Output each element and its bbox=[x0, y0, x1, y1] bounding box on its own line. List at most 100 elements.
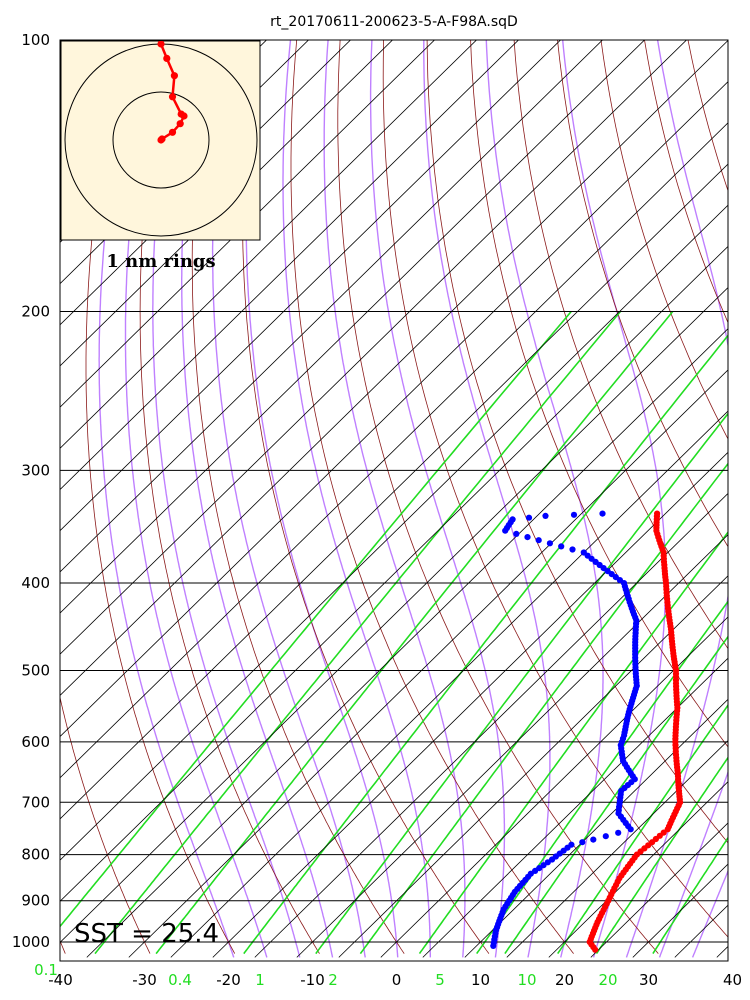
dewpoint-point bbox=[568, 841, 575, 848]
moist-adiabat bbox=[98, 40, 235, 958]
moist-adiabat bbox=[485, 40, 604, 958]
pressure-tick-label: 900 bbox=[21, 892, 50, 910]
dry-adiabat bbox=[557, 40, 728, 548]
moist-adiabat bbox=[658, 770, 728, 958]
isotherm bbox=[60, 163, 728, 820]
pressure-tick-label: 600 bbox=[21, 733, 50, 751]
dewpoint-point bbox=[570, 511, 578, 518]
hodograph-point bbox=[157, 136, 165, 144]
isotherm bbox=[60, 287, 728, 944]
mixing-ratio-line bbox=[652, 836, 728, 955]
isotherm bbox=[548, 781, 728, 958]
temperature-tick-label: -10 bbox=[300, 971, 325, 989]
moist-adiabat bbox=[245, 40, 399, 958]
hodograph-inner-ring bbox=[112, 91, 210, 189]
mixing-ratio-line bbox=[155, 310, 674, 955]
temperature-tick-label: 30 bbox=[639, 971, 658, 989]
isotherm bbox=[296, 534, 728, 958]
mixing-ratio-tick-label: 20 bbox=[598, 971, 617, 989]
isotherm bbox=[170, 410, 728, 958]
dry-adiabat bbox=[337, 40, 659, 954]
dry-adiabat bbox=[242, 40, 490, 954]
mixing-ratio-line bbox=[243, 334, 728, 955]
isotherm bbox=[60, 245, 728, 902]
temperature-tick-label: -40 bbox=[48, 971, 73, 989]
mixing-ratio-tick-label: 1 bbox=[255, 971, 265, 989]
isotherm bbox=[60, 40, 478, 449]
isotherm bbox=[60, 40, 520, 491]
dry-adiabat bbox=[290, 40, 574, 954]
hodograph-point bbox=[170, 72, 178, 80]
dry-adiabat bbox=[0, 0, 6, 954]
sst-label: SST = 25.4 bbox=[74, 919, 219, 949]
dewpoint-point bbox=[525, 514, 533, 521]
dewpoint-point bbox=[535, 537, 542, 544]
chart-title: rt_20170611-200623-5-A-F98A.sqD bbox=[270, 14, 518, 30]
dewpoint-point bbox=[509, 516, 516, 523]
mixing-ratio-line bbox=[418, 530, 728, 955]
dry-adiabat bbox=[687, 40, 728, 192]
pressure-tick-label: 700 bbox=[21, 793, 50, 811]
mixing-ratio-line bbox=[60, 310, 572, 928]
mixing-ratio-tick-label: 0.1 bbox=[34, 961, 58, 979]
isotherm bbox=[716, 945, 728, 958]
plot-frame bbox=[59, 39, 729, 962]
hodograph-point bbox=[168, 93, 177, 101]
dewpoint-point bbox=[615, 829, 622, 836]
mixing-ratio-line bbox=[595, 756, 728, 955]
mixing-ratio-line bbox=[476, 600, 728, 955]
moist-adiabat bbox=[211, 40, 366, 958]
moist-adiabat bbox=[423, 40, 551, 958]
moist-adiabat bbox=[369, 40, 506, 958]
pressure-tick-label: 800 bbox=[21, 846, 50, 864]
temperature-tick-label: 40 bbox=[723, 971, 742, 989]
temperature-tick-label: 0 bbox=[392, 971, 402, 989]
temperature-tick-label: 20 bbox=[555, 971, 574, 989]
isotherm bbox=[60, 40, 688, 655]
mixing-ratio-tick-label: 5 bbox=[435, 971, 445, 989]
isotherm bbox=[380, 616, 728, 958]
sounding-profiles bbox=[490, 510, 684, 953]
temperature-tick-label: -30 bbox=[132, 971, 157, 989]
mixing-ratio-line bbox=[504, 635, 728, 955]
isotherm bbox=[212, 451, 728, 958]
hodograph-inset bbox=[60, 40, 261, 241]
dewpoint-point bbox=[602, 833, 609, 840]
mixing-ratio-line bbox=[315, 412, 728, 955]
mixing-ratio-line bbox=[94, 310, 622, 955]
moist-adiabat bbox=[323, 40, 466, 958]
mixing-ratio-tick-label: 10 bbox=[517, 971, 536, 989]
moist-adiabat bbox=[124, 40, 268, 958]
dewpoint-point bbox=[580, 549, 587, 556]
pressure-tick-label: 300 bbox=[21, 461, 50, 479]
mixing-ratio-line bbox=[359, 462, 728, 955]
mixing-ratio-line bbox=[557, 703, 728, 955]
isotherm bbox=[86, 328, 728, 958]
dry-adiabat bbox=[426, 40, 728, 844]
hodograph-point bbox=[176, 120, 184, 128]
isotherm bbox=[338, 575, 728, 958]
isotherm bbox=[60, 122, 728, 779]
hodograph-rings-label: 1 nm rings bbox=[106, 251, 215, 272]
isotherm bbox=[464, 698, 728, 958]
isotherm bbox=[60, 40, 562, 532]
moist-adiabat bbox=[625, 40, 728, 958]
isotherm bbox=[60, 40, 728, 696]
moist-adiabat bbox=[152, 40, 301, 958]
hodograph-point bbox=[180, 112, 188, 120]
pressure-tick-label: 400 bbox=[21, 574, 50, 592]
isotherm bbox=[60, 40, 646, 614]
temperature-tick-label: -20 bbox=[216, 971, 241, 989]
isotherm bbox=[0, 20, 35, 958]
isotherm bbox=[128, 369, 728, 958]
dry-adiabat bbox=[470, 40, 728, 748]
hodograph-point bbox=[163, 54, 171, 63]
dewpoint-point bbox=[569, 546, 576, 553]
isotherm bbox=[506, 739, 728, 958]
dewpoint-point bbox=[579, 839, 586, 846]
pressure-tick-label: 100 bbox=[21, 31, 50, 49]
pressure-tick-label: 500 bbox=[21, 662, 50, 680]
pressure-tick-label: 1000 bbox=[12, 933, 50, 951]
moist-adiabat bbox=[180, 40, 334, 958]
